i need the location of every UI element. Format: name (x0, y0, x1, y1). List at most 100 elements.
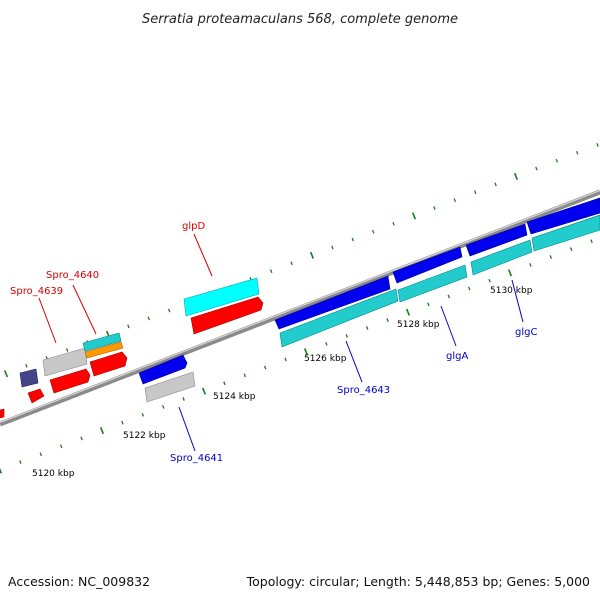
genome-backbone-highlight (0, 189, 600, 424)
minor-tick (59, 444, 63, 449)
minor-tick (263, 365, 267, 370)
minor-tick (453, 198, 457, 203)
major-tick (405, 308, 411, 316)
leader-line-spro4640 (72, 284, 97, 335)
minor-tick (371, 229, 375, 234)
minor-tick (182, 397, 185, 401)
minor-tick (290, 261, 293, 266)
major-tick (411, 212, 417, 220)
minor-tick (223, 381, 226, 386)
genome-backbone (0, 189, 600, 427)
gene-block-red[interactable] (89, 351, 128, 377)
minor-tick (65, 348, 69, 352)
major-tick (201, 387, 207, 395)
leader-line-glgA (440, 305, 457, 347)
gene-block-grey[interactable] (144, 371, 196, 403)
minor-tick (365, 326, 369, 330)
gene-label-glpD[interactable]: glpD (182, 221, 205, 232)
leader-lines (38, 233, 524, 452)
gene-label-spro4640[interactable]: Spro_4640 (46, 270, 99, 281)
gene-block-cyan[interactable] (397, 264, 468, 303)
gene-block-blue[interactable] (274, 275, 391, 330)
minor-tick (569, 247, 573, 252)
gene-label-glgC[interactable]: glgC (515, 327, 537, 338)
position-label: 5122 kbp (123, 431, 166, 441)
minor-tick (331, 245, 334, 250)
map-title: Serratia proteamaculans 568, complete ge… (142, 12, 458, 27)
minor-tick (161, 405, 165, 409)
major-tick (0, 467, 3, 474)
minor-tick (243, 373, 247, 378)
major-tick (99, 427, 105, 435)
gene-block-grey[interactable] (42, 347, 88, 377)
minor-tick (549, 255, 553, 259)
position-label: 5124 kbp (213, 392, 256, 402)
minor-tick (345, 334, 349, 338)
minor-tick (284, 357, 287, 362)
minor-tick (39, 452, 43, 457)
gene-block-blue[interactable] (465, 223, 528, 257)
minor-tick (427, 302, 430, 307)
gene-block-blue[interactable] (526, 197, 600, 235)
gene-label-spro4643[interactable]: Spro_4643 (337, 385, 390, 396)
minor-tick (351, 237, 355, 242)
minor-tick (167, 308, 171, 313)
minor-tick (494, 182, 497, 187)
leader-line-spro4639 (38, 297, 57, 344)
gene-block-purple[interactable] (19, 368, 39, 388)
minor-tick (19, 460, 22, 464)
minor-tick (80, 436, 83, 441)
gene-block-cyan[interactable] (279, 288, 399, 348)
minor-tick (555, 158, 559, 163)
leader-line-glgC (511, 279, 524, 323)
minor-tick (386, 318, 389, 323)
minor-tick (596, 143, 599, 147)
minor-tick (529, 263, 532, 267)
gene-block-cyan[interactable] (531, 214, 600, 252)
gene-block-orange[interactable] (84, 341, 124, 359)
minor-tick (473, 190, 477, 195)
minor-tick (147, 316, 151, 321)
gene-label-spro4639[interactable]: Spro_4639 (10, 286, 63, 297)
minor-tick (590, 239, 593, 244)
major-tick (309, 251, 315, 259)
major-tick (3, 370, 9, 378)
major-tick (507, 269, 513, 277)
gene-block-cyan[interactable] (183, 277, 260, 317)
major-tick (513, 172, 519, 180)
gene-block-cyan[interactable] (82, 332, 122, 352)
minor-tick (325, 341, 328, 346)
gene-block-red[interactable] (27, 388, 45, 404)
feature-layer (0, 197, 600, 419)
minor-tick (392, 221, 395, 226)
accession-text: Accession: NC_009832 (8, 574, 150, 589)
leader-line-spro4643 (345, 340, 363, 383)
gene-block-blue[interactable] (392, 246, 463, 284)
genome-summary-text: Topology: circular; Length: 5,448,853 bp… (246, 574, 590, 589)
minor-tick (447, 294, 451, 299)
minor-tick (121, 420, 124, 425)
minor-tick (141, 412, 145, 417)
leader-line-glpD (193, 233, 213, 277)
minor-tick (488, 278, 491, 283)
position-label: 5128 kbp (397, 320, 440, 330)
minor-tick (575, 150, 579, 155)
gene-block-red[interactable] (49, 368, 91, 394)
leader-line-spro4641 (178, 406, 196, 452)
gene-block-cyan[interactable] (470, 239, 533, 276)
gene-block-blue[interactable] (138, 354, 188, 385)
minor-tick (433, 206, 436, 210)
gene-block-red[interactable] (0, 408, 5, 419)
gene-label-glgA[interactable]: glgA (446, 351, 468, 362)
position-label: 5126 kbp (304, 354, 347, 364)
minor-tick (269, 269, 273, 274)
minor-tick (467, 286, 471, 291)
position-label: 5130 kbp (490, 286, 533, 296)
major-tick (303, 348, 309, 356)
position-label: 5120 kbp (32, 469, 75, 479)
gene-label-spro4641[interactable]: Spro_4641 (170, 453, 223, 464)
gene-block-red[interactable] (190, 296, 264, 335)
minor-tick (127, 324, 130, 329)
minor-tick (535, 166, 538, 171)
